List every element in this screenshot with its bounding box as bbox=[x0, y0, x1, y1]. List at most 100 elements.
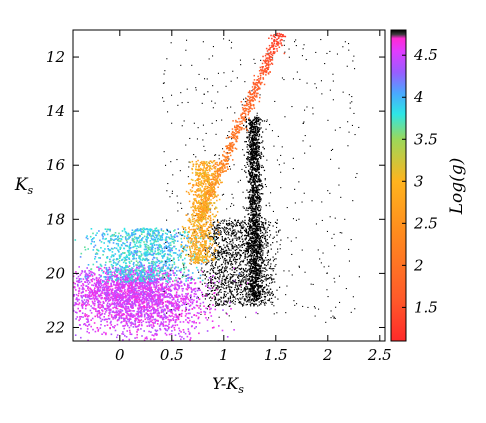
scatter-point bbox=[78, 292, 80, 295]
scatter-point bbox=[131, 295, 133, 298]
scatter-point bbox=[155, 282, 157, 284]
scatter-point bbox=[135, 247, 138, 250]
scatter-point bbox=[135, 290, 138, 293]
scatter-point bbox=[128, 285, 131, 287]
scatter-point bbox=[138, 324, 141, 326]
scatter-point bbox=[100, 297, 102, 299]
scatter-point bbox=[62, 286, 64, 288]
scatter-point bbox=[93, 278, 96, 281]
scatter-point bbox=[178, 313, 181, 315]
scatter-point bbox=[193, 293, 196, 295]
scatter-point bbox=[138, 267, 140, 269]
scatter-point bbox=[159, 303, 161, 305]
scatter-point bbox=[111, 271, 113, 274]
scatter-point bbox=[166, 307, 169, 310]
scatter-point bbox=[135, 253, 138, 255]
scatter-point bbox=[143, 235, 146, 238]
scatter-point bbox=[153, 278, 156, 280]
scatter-point bbox=[165, 285, 168, 287]
scatter-point bbox=[257, 220, 259, 222]
scatter-point bbox=[110, 324, 113, 326]
scatter-point bbox=[165, 236, 168, 238]
scatter-point bbox=[150, 331, 152, 333]
scatter-point bbox=[137, 311, 140, 313]
scatter-point bbox=[154, 333, 156, 335]
scatter-point bbox=[256, 133, 258, 135]
scatter-point bbox=[116, 307, 119, 310]
scatter-point bbox=[69, 312, 71, 314]
scatter-point bbox=[151, 295, 154, 297]
scatter-point bbox=[171, 259, 174, 262]
scatter-point bbox=[155, 319, 158, 322]
scatter-point bbox=[255, 279, 258, 281]
scatter-point bbox=[175, 252, 177, 254]
scatter-point bbox=[250, 159, 252, 161]
scatter-point bbox=[250, 293, 253, 295]
scatter-point bbox=[119, 255, 122, 258]
scatter-point bbox=[258, 127, 260, 129]
scatter-point bbox=[90, 305, 92, 307]
scatter-point bbox=[100, 292, 103, 294]
scatter-point bbox=[153, 312, 155, 315]
scatter-point bbox=[127, 314, 129, 316]
scatter-point bbox=[169, 278, 171, 281]
scatter-point bbox=[104, 291, 106, 294]
scatter-point bbox=[160, 277, 162, 279]
scatter-point bbox=[140, 233, 143, 235]
scatter-point bbox=[152, 283, 155, 285]
scatter-point bbox=[243, 154, 245, 156]
scatter-point bbox=[173, 263, 176, 265]
scatter-point bbox=[148, 287, 150, 289]
scatter-point bbox=[187, 298, 190, 300]
scatter-point bbox=[146, 303, 148, 305]
scatter-point bbox=[95, 252, 98, 254]
scatter-point bbox=[179, 321, 182, 323]
scatter-point bbox=[155, 285, 158, 288]
scatter-point bbox=[132, 273, 134, 276]
scatter-point bbox=[256, 209, 258, 211]
scatter-point bbox=[147, 269, 149, 272]
scatter-point bbox=[150, 254, 153, 256]
scatter-point bbox=[248, 165, 250, 167]
scatter-point bbox=[255, 284, 257, 286]
scatter-point bbox=[162, 250, 164, 253]
scatter-point bbox=[128, 265, 131, 267]
scatter-point bbox=[197, 317, 200, 320]
scatter-point bbox=[82, 304, 84, 306]
scatter-point bbox=[73, 275, 75, 278]
scatter-point bbox=[146, 259, 149, 262]
scatter-point bbox=[80, 280, 83, 283]
scatter-point bbox=[81, 291, 83, 294]
scatter-point bbox=[112, 326, 114, 328]
scatter-point bbox=[169, 237, 171, 240]
scatter-point bbox=[261, 185, 264, 187]
scatter-point bbox=[246, 270, 248, 272]
scatter-point bbox=[129, 243, 131, 246]
scatter-point bbox=[112, 248, 114, 250]
scatter-point bbox=[116, 293, 119, 296]
scatter-point bbox=[50, 285, 52, 287]
scatter-point bbox=[81, 312, 84, 314]
scatter-point bbox=[257, 223, 259, 225]
scatter-point bbox=[160, 279, 162, 281]
scatter-point bbox=[174, 296, 177, 298]
scatter-point bbox=[264, 218, 266, 220]
scatter-point bbox=[169, 277, 171, 279]
scatter-point bbox=[123, 267, 125, 269]
scatter-point bbox=[159, 327, 161, 330]
scatter-point bbox=[107, 277, 110, 279]
scatter-point bbox=[257, 194, 259, 196]
scatter-point bbox=[107, 240, 110, 243]
scatter-point bbox=[187, 283, 189, 286]
scatter-point bbox=[259, 245, 261, 247]
scatter-point bbox=[166, 228, 168, 231]
scatter-point bbox=[109, 296, 112, 299]
scatter-point bbox=[251, 213, 253, 215]
scatter-point bbox=[163, 308, 166, 310]
scatter-point bbox=[36, 292, 38, 294]
scatter-point bbox=[159, 316, 161, 319]
scatter-point bbox=[256, 200, 258, 202]
scatter-point bbox=[112, 242, 115, 244]
scatter-point bbox=[193, 320, 195, 323]
scatter-point bbox=[255, 276, 257, 278]
